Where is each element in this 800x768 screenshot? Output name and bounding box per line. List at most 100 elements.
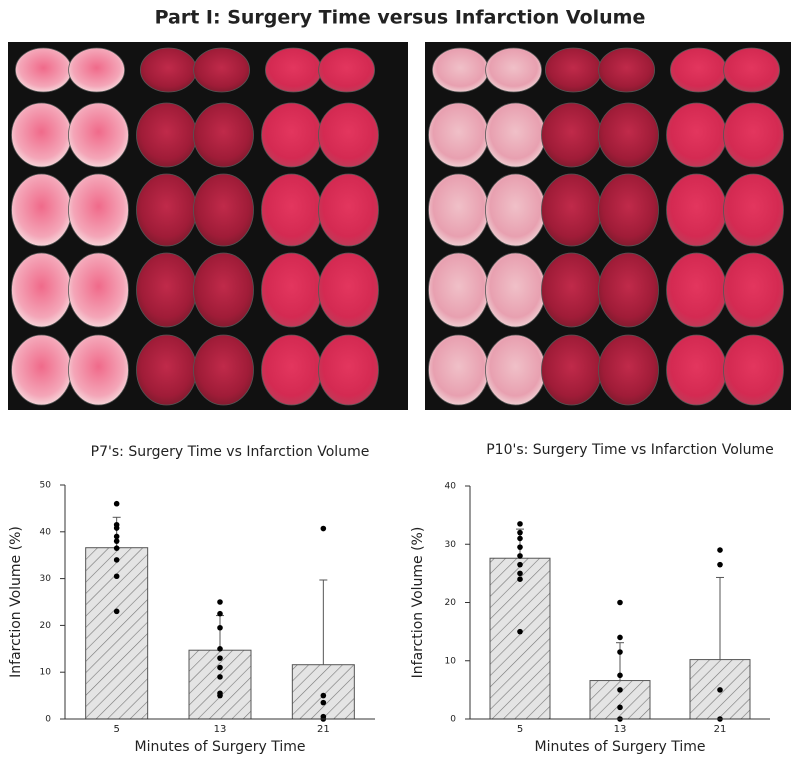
hemisphere [666, 102, 727, 168]
hemisphere [68, 47, 125, 93]
hemisphere [723, 173, 784, 247]
hemisphere [136, 334, 197, 406]
y-tick-label: 20 [40, 621, 52, 631]
bar [85, 547, 149, 720]
hemisphere [428, 252, 489, 328]
hemisphere [428, 334, 489, 406]
chart-title: P10's: Surgery Time vs Infarction Volume [486, 442, 774, 458]
hemisphere [193, 252, 254, 328]
hemisphere [541, 102, 602, 168]
hemisphere [318, 334, 379, 406]
y-tick-label: 10 [445, 656, 457, 666]
data-point [217, 674, 223, 680]
data-point [517, 576, 523, 582]
hemisphere [666, 173, 727, 247]
hemisphere [136, 173, 197, 247]
hemisphere [541, 173, 602, 247]
hemisphere [723, 47, 780, 93]
hemisphere [428, 173, 489, 247]
data-point [113, 533, 120, 540]
data-point [517, 544, 523, 550]
x-tick-label: 5 [517, 724, 523, 735]
data-point [113, 573, 120, 580]
y-tick-label: 40 [445, 482, 457, 492]
hemisphere [261, 334, 322, 406]
x-axis-label: Minutes of Surgery Time [534, 739, 705, 755]
hemisphere [193, 334, 254, 406]
data-point [517, 535, 523, 542]
hemisphere [68, 173, 129, 247]
hemisphere [545, 47, 602, 93]
data-point [617, 634, 623, 641]
data-point [517, 553, 523, 559]
y-tick-label: 0 [45, 715, 51, 725]
figure-title: Part I: Surgery Time versus Infarction V… [155, 7, 646, 29]
data-point [617, 672, 623, 679]
x-axis-label: Minutes of Surgery Time [134, 739, 305, 755]
data-point [617, 704, 623, 711]
data-point [217, 610, 223, 617]
y-tick-label: 20 [445, 598, 457, 608]
hemisphere [193, 173, 254, 247]
hemisphere [193, 102, 254, 168]
x-tick-label: 13 [214, 724, 227, 735]
data-point [113, 525, 120, 531]
y-tick-label: 10 [40, 668, 52, 678]
data-point [113, 608, 120, 615]
hemisphere [723, 334, 784, 406]
hemisphere [264, 47, 322, 93]
hemisphere [261, 102, 322, 168]
data-point [320, 692, 327, 699]
hemisphere [666, 252, 727, 328]
hemisphere [318, 252, 379, 328]
hemisphere [428, 102, 489, 168]
hemisphere [485, 173, 546, 247]
hemisphere [541, 252, 602, 328]
data-point [717, 561, 723, 568]
hemisphere [485, 252, 546, 328]
data-point [517, 529, 523, 536]
hemisphere [11, 334, 72, 406]
x-tick-label: 21 [317, 724, 330, 735]
hemisphere [139, 47, 197, 93]
data-point [113, 500, 120, 507]
hemisphere [318, 47, 376, 93]
hemisphere [485, 102, 546, 168]
hemisphere [261, 173, 322, 247]
y-tick-label: 30 [40, 574, 52, 584]
bar [291, 664, 355, 720]
hemisphere [15, 47, 72, 93]
hemisphere [598, 173, 659, 247]
data-point [217, 692, 223, 699]
y-axis-label: Infarction Volume (%) [410, 527, 426, 679]
hemisphere [193, 47, 251, 93]
data-point [717, 547, 723, 553]
bar [589, 680, 651, 720]
data-point [517, 561, 523, 568]
hemisphere [485, 334, 546, 406]
data-point [217, 646, 223, 652]
brain-slices [11, 47, 784, 406]
hemisphere [723, 252, 784, 328]
bar [188, 649, 252, 720]
data-point [517, 628, 523, 635]
data-point [717, 687, 723, 693]
hemisphere [598, 334, 659, 406]
data-point [217, 624, 223, 631]
hemisphere [598, 47, 655, 93]
hemisphere [598, 102, 659, 168]
x-tick-label: 21 [714, 724, 727, 735]
data-point [217, 664, 223, 671]
hemisphere [485, 47, 542, 93]
x-tick-label: 5 [113, 724, 119, 735]
hemisphere [11, 102, 72, 168]
hemisphere [68, 334, 129, 406]
data-point [113, 557, 120, 563]
y-tick-label: 30 [445, 540, 457, 550]
chart-title: P7's: Surgery Time vs Infarction Volume [91, 444, 370, 460]
hemisphere [723, 102, 784, 168]
x-tick-label: 13 [614, 724, 627, 735]
hemisphere [541, 334, 602, 406]
